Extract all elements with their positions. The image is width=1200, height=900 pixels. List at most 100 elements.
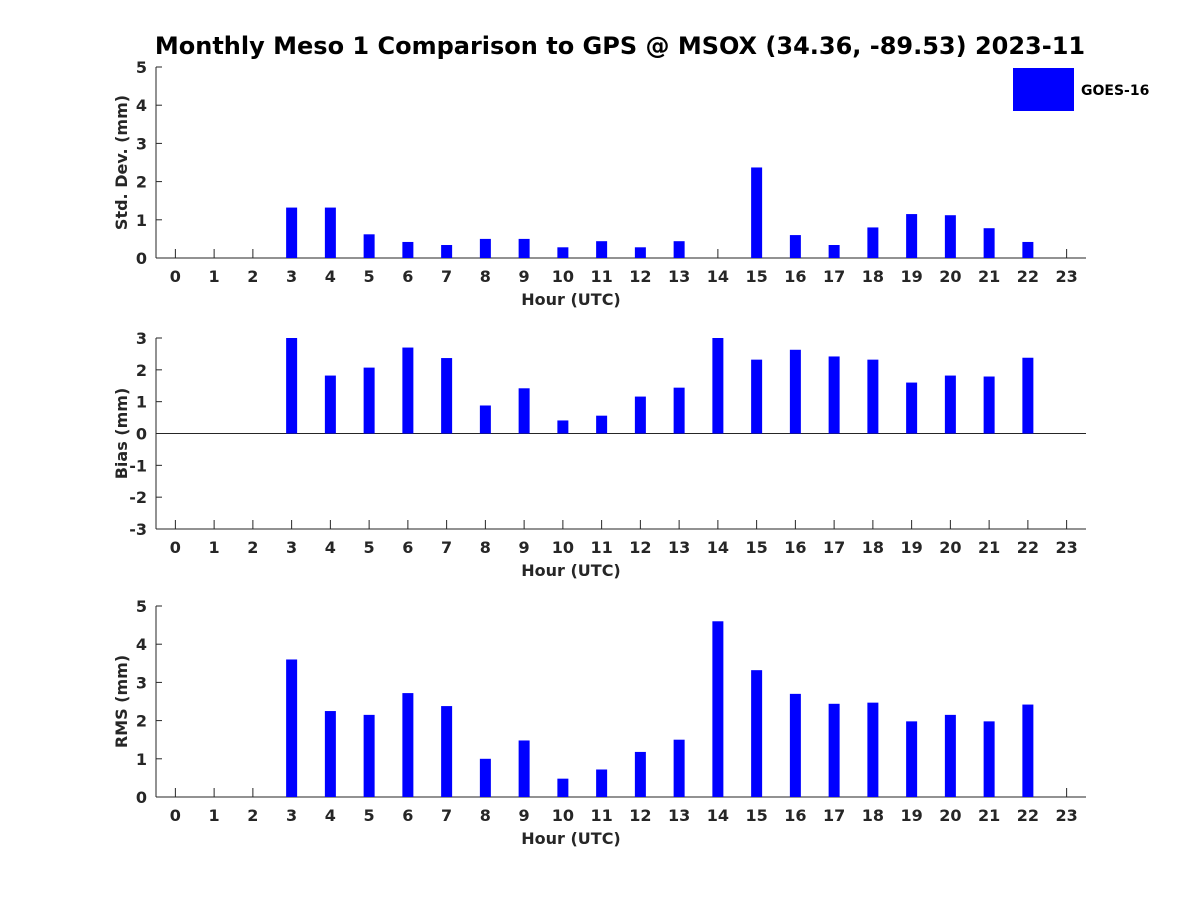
x-tick-label: 15	[745, 538, 767, 557]
bar	[479, 238, 491, 258]
x-tick-label: 23	[1055, 806, 1077, 825]
x-tick-label: 4	[325, 267, 336, 286]
bar	[789, 235, 801, 258]
bar	[944, 215, 956, 258]
bar	[596, 769, 608, 797]
x-tick-label: 10	[552, 806, 574, 825]
x-tick-label: 14	[707, 538, 729, 557]
bar	[634, 247, 646, 258]
bar	[363, 234, 375, 258]
x-axis-label: Hour (UTC)	[521, 561, 621, 580]
x-tick-label: 15	[745, 267, 767, 286]
x-tick-label: 3	[286, 806, 297, 825]
bar	[673, 387, 685, 434]
x-tick-label: 18	[862, 538, 884, 557]
bar	[479, 405, 491, 434]
y-tick-label: 5	[136, 58, 147, 77]
bar	[286, 659, 298, 797]
x-tick-label: 7	[441, 538, 452, 557]
x-tick-label: 12	[629, 806, 651, 825]
y-axis-label: Bias (mm)	[112, 388, 131, 480]
bar	[557, 247, 569, 258]
bar	[673, 241, 685, 258]
x-tick-label: 5	[364, 538, 375, 557]
bar	[712, 621, 724, 797]
x-tick-label: 17	[823, 538, 845, 557]
bar	[673, 739, 685, 797]
x-tick-label: 13	[668, 267, 690, 286]
y-axis-label: RMS (mm)	[112, 655, 131, 748]
bar	[518, 388, 530, 434]
y-tick-label: 0	[136, 425, 147, 444]
bar	[867, 702, 879, 797]
x-tick-label: 17	[823, 267, 845, 286]
bar	[828, 356, 840, 434]
bar	[867, 227, 879, 258]
bar	[751, 670, 763, 797]
y-tick-label: 1	[136, 750, 147, 769]
x-tick-label: 1	[209, 538, 220, 557]
x-tick-label: 4	[325, 538, 336, 557]
x-tick-label: 19	[900, 538, 922, 557]
chart-title: Monthly Meso 1 Comparison to GPS @ MSOX …	[155, 32, 1085, 60]
y-tick-label: 5	[136, 597, 147, 616]
x-tick-label: 8	[480, 538, 491, 557]
x-tick-label: 17	[823, 806, 845, 825]
x-tick-label: 9	[519, 806, 530, 825]
x-tick-label: 11	[590, 806, 612, 825]
y-tick-label: 1	[136, 211, 147, 230]
bar	[906, 721, 918, 797]
x-tick-label: 13	[668, 806, 690, 825]
y-tick-label: 1	[136, 393, 147, 412]
x-tick-label: 9	[519, 538, 530, 557]
x-tick-label: 0	[170, 267, 181, 286]
x-tick-label: 6	[402, 267, 413, 286]
y-tick-label: 3	[136, 673, 147, 692]
x-tick-label: 14	[707, 267, 729, 286]
x-tick-label: 20	[939, 538, 961, 557]
bar	[557, 778, 569, 797]
x-tick-label: 14	[707, 806, 729, 825]
bar	[789, 693, 801, 797]
x-axis-label: Hour (UTC)	[521, 290, 621, 309]
bar	[479, 758, 491, 797]
bar	[441, 706, 453, 797]
x-tick-label: 6	[402, 538, 413, 557]
bar	[324, 375, 336, 434]
x-tick-label: 2	[247, 806, 258, 825]
bar	[828, 703, 840, 797]
x-tick-label: 21	[978, 538, 1000, 557]
bar	[634, 396, 646, 434]
bar	[1022, 357, 1034, 434]
bar	[751, 359, 763, 434]
x-tick-label: 22	[1017, 538, 1039, 557]
x-tick-label: 4	[325, 806, 336, 825]
x-tick-label: 12	[629, 267, 651, 286]
x-tick-label: 5	[364, 806, 375, 825]
x-tick-label: 11	[590, 267, 612, 286]
bar	[441, 245, 453, 258]
y-tick-label: 0	[136, 788, 147, 807]
bar	[867, 359, 879, 434]
bar	[557, 420, 569, 434]
y-tick-label: 3	[136, 134, 147, 153]
x-tick-label: 3	[286, 267, 297, 286]
x-tick-label: 2	[247, 267, 258, 286]
y-tick-label: 2	[136, 173, 147, 192]
x-tick-label: 21	[978, 806, 1000, 825]
x-tick-label: 11	[590, 538, 612, 557]
bar	[634, 751, 646, 797]
x-tick-label: 19	[900, 267, 922, 286]
x-tick-label: 15	[745, 806, 767, 825]
x-tick-label: 20	[939, 267, 961, 286]
legend-label: GOES-16	[1081, 83, 1149, 99]
x-tick-label: 13	[668, 538, 690, 557]
bar	[906, 382, 918, 434]
x-tick-label: 0	[170, 538, 181, 557]
x-tick-label: 5	[364, 267, 375, 286]
bar	[828, 245, 840, 258]
x-tick-label: 22	[1017, 267, 1039, 286]
x-tick-label: 12	[629, 538, 651, 557]
